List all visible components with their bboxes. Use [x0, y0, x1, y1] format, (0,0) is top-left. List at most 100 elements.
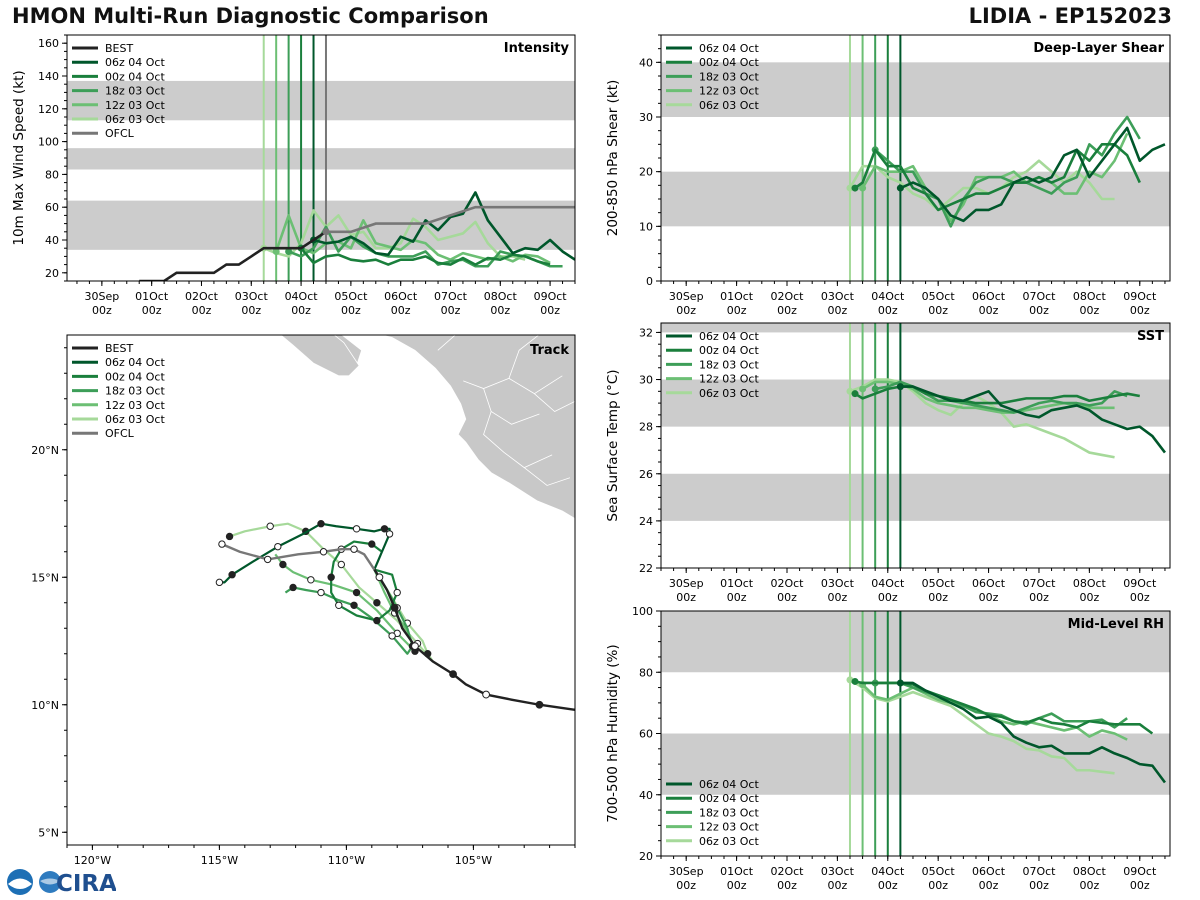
sst-xtick-label: 00z: [928, 591, 948, 604]
rh-xtick-label: 30Sep: [669, 865, 704, 878]
cira-globe-band-icon: [40, 878, 60, 885]
rh-legend-label: 06z 03 Oct: [699, 835, 759, 848]
track-position-marker: [337, 560, 346, 569]
sst-legend-label: 18z 03 Oct: [699, 358, 759, 371]
state-border: [523, 467, 571, 486]
rh-xtick-label: 00z: [676, 879, 696, 892]
track-xtick-label: 105°W: [455, 854, 492, 867]
sst-series-start-dot: [859, 385, 867, 393]
track-ytick-label: 15°N: [31, 571, 59, 584]
shear-xtick-label: 07Oct: [1022, 290, 1056, 303]
rh-legend-label: 00z 04 Oct: [699, 792, 759, 805]
intensity-ytick-label: 100: [38, 136, 59, 149]
shear-xtick-label: 00z: [928, 304, 948, 317]
shear-series-line: [874, 115, 1141, 228]
track-ofcl-marker: [263, 555, 272, 564]
shear-legend-label: 06z 04 Oct: [699, 42, 759, 55]
sst-xtick-label: 00z: [777, 591, 797, 604]
intensity-xtick-label: 04Oct: [285, 290, 319, 303]
intensity-shade-band: [67, 148, 575, 170]
intensity-xtick-label: 01Oct: [135, 290, 169, 303]
panel-rh: 2040608010030Sep00z01Oct00z02Oct00z03Oct…: [605, 605, 1171, 892]
sst-xtick-label: 00z: [1130, 591, 1150, 604]
shear-series-start-dot: [846, 184, 854, 192]
sst-xtick-label: 02Oct: [770, 577, 804, 590]
rh-series-start-dot: [896, 679, 904, 687]
sst-series-line: [900, 385, 1166, 454]
rh-legend-label: 18z 03 Oct: [699, 806, 759, 819]
panel-intensity: 2040608010012014016030Sep00z01Oct00z02Oc…: [11, 34, 576, 317]
sst-ytick-label: 22: [639, 562, 653, 575]
rh-xtick-label: 03Oct: [821, 865, 855, 878]
track-position-marker: [380, 525, 389, 533]
sst-frame: [660, 322, 1171, 569]
rh-series-line: [900, 681, 1167, 784]
track-position-marker: [215, 578, 224, 587]
sst-legend-label: 00z 04 Oct: [699, 344, 759, 357]
track-position-marker: [388, 632, 396, 640]
intensity-series-line: [313, 191, 575, 261]
sst-plot-area: [661, 323, 1170, 568]
rh-xtick-label: 08Oct: [1073, 865, 1107, 878]
intensity-series-start-dot: [285, 247, 293, 255]
track-position-marker: [317, 588, 325, 597]
track-best-marker: [390, 603, 399, 612]
shear-shade-band: [661, 171, 1170, 227]
sst-shade-band: [661, 323, 1170, 333]
sst-ytick-label: 30: [639, 374, 653, 387]
intensity-ytick-label: 60: [45, 201, 59, 214]
track-panel-title: Track: [530, 343, 569, 358]
sst-series-start-dot: [851, 390, 859, 398]
shear-xtick-label: 01Oct: [720, 290, 754, 303]
rh-shade-band: [661, 733, 1170, 795]
sst-legend-label: 06z 03 Oct: [699, 387, 759, 400]
rh-xtick-label: 00z: [1130, 879, 1150, 892]
shear-legend-label: 12z 03 Oct: [699, 85, 759, 98]
intensity-series-line: [300, 247, 551, 266]
storm-title: LIDIA - EP152023: [968, 4, 1172, 28]
shear-series-start-dot: [851, 184, 859, 192]
shear-ytick-label: 10: [639, 220, 653, 233]
rh-ytick-label: 20: [639, 850, 653, 863]
state-border: [534, 393, 575, 412]
intensity-ylabel: 10m Max Wind Speed (kt): [11, 70, 27, 245]
rh-xtick-label: 00z: [827, 879, 847, 892]
shear-xtick-label: 00z: [1029, 304, 1049, 317]
shear-legend-label: 00z 04 Oct: [699, 56, 759, 69]
sst-xtick-label: 00z: [827, 591, 847, 604]
panel-shear: 01020304030Sep00z01Oct00z02Oct00z03Oct00…: [605, 34, 1171, 317]
shear-series-line: [899, 126, 1166, 223]
state-border: [483, 411, 553, 469]
track-best-marker: [375, 573, 384, 582]
rh-xtick-label: 00z: [878, 879, 898, 892]
shear-series-start-dot: [859, 184, 867, 192]
rh-legend-label: 06z 04 Oct: [699, 778, 759, 791]
shear-ytick-label: 20: [639, 166, 653, 179]
shear-legend-label: 18z 03 Oct: [699, 70, 759, 83]
shear-ytick-label: 40: [639, 56, 653, 69]
sst-panel-title: SST: [1137, 329, 1164, 344]
shear-xtick-label: 08Oct: [1073, 290, 1107, 303]
intensity-xtick-label: 00z: [241, 304, 261, 317]
rh-shade-band: [661, 611, 1170, 673]
track-position-marker: [350, 601, 358, 609]
sst-ytick-label: 28: [639, 421, 653, 434]
track-xtick-label: 120°W: [74, 854, 111, 867]
cira-logo-text: CIRA: [56, 871, 116, 897]
rh-ytick-label: 60: [639, 728, 653, 741]
intensity-ytick-label: 160: [38, 37, 59, 50]
intensity-ytick-label: 120: [38, 103, 59, 116]
sst-legend-label: 06z 04 Oct: [699, 330, 759, 343]
track-ofcl-marker: [218, 540, 226, 548]
shear-ytick-label: 0: [646, 275, 653, 288]
track-position-marker: [335, 601, 343, 609]
track-position-marker: [352, 588, 361, 597]
shear-xtick-label: 00z: [979, 304, 999, 317]
shear-xtick-label: 00z: [1079, 304, 1099, 317]
rh-series-start-dot: [851, 677, 859, 685]
intensity-ytick-label: 20: [45, 267, 59, 280]
shear-ytick-label: 30: [639, 111, 653, 124]
track-position-marker: [373, 616, 381, 625]
track-position-marker: [266, 522, 274, 530]
intensity-xtick-label: 30Sep: [84, 290, 119, 303]
